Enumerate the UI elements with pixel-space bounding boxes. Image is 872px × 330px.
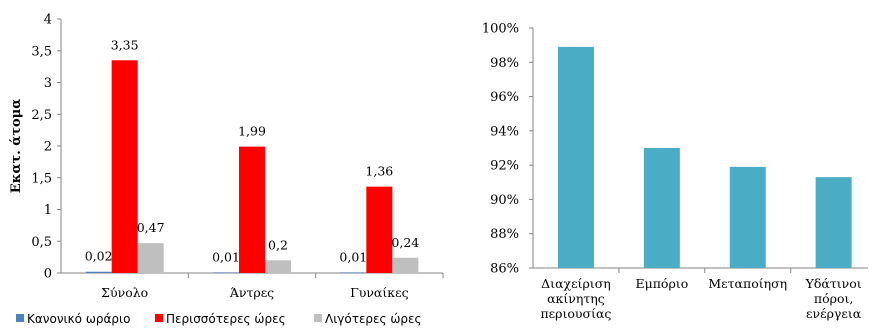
- x-category-label: περιουσίας: [540, 306, 611, 321]
- x-category-label: πόροι,: [814, 291, 854, 306]
- y-tick-label: 4: [44, 13, 52, 28]
- data-label: 0,2: [268, 237, 288, 252]
- bar: [265, 260, 291, 273]
- x-category-label: ακίνητης: [547, 291, 605, 306]
- y-tick-label: 96%: [490, 90, 519, 105]
- bar: [729, 166, 766, 268]
- bar: [239, 146, 265, 273]
- x-category-label: Μεταποίηση: [708, 276, 787, 291]
- y-tick-label: 2: [44, 140, 52, 155]
- legend-swatch: [155, 314, 163, 322]
- x-category-label: Διαχείριση: [541, 276, 611, 291]
- bar: [137, 243, 164, 273]
- y-tick-label: 94%: [490, 124, 519, 139]
- bar: [111, 60, 138, 274]
- y-tick-label: 92%: [490, 159, 519, 174]
- y-tick-label: 88%: [490, 227, 519, 242]
- legend-label: Περισσότερες ώρες: [166, 312, 286, 326]
- x-category-label: ενέργεια: [806, 306, 862, 321]
- x-category-label: Γυναίκες: [350, 285, 409, 300]
- y-tick-label: 3: [44, 76, 52, 91]
- data-label: 0,47: [137, 220, 165, 235]
- y-tick-label: 0: [44, 267, 52, 282]
- y-tick-label: 0,5: [31, 235, 52, 250]
- bar: [643, 148, 680, 268]
- x-category-label: Εμπόριο: [635, 276, 688, 291]
- x-category-label: Σύνολο: [101, 285, 148, 300]
- y-axis-title: Εκατ. άτομα: [9, 99, 24, 193]
- bar: [366, 186, 393, 273]
- bar: [340, 272, 367, 273]
- y-tick-label: 1,5: [31, 171, 52, 186]
- data-label: 1,36: [365, 164, 393, 179]
- data-label: 3,35: [111, 37, 139, 52]
- x-category-label: Υδάτινοι: [805, 276, 862, 291]
- y-tick-label: 1: [44, 203, 52, 218]
- data-label: 1,99: [238, 124, 266, 139]
- y-tick-label: 90%: [490, 193, 519, 208]
- data-label: 0,02: [85, 249, 113, 264]
- bar: [815, 177, 852, 268]
- legend-swatch: [314, 314, 322, 322]
- bar: [392, 257, 419, 273]
- y-tick-label: 100%: [482, 22, 519, 37]
- bar: [85, 271, 112, 273]
- bar: [213, 272, 239, 273]
- y-tick-label: 3,5: [31, 44, 52, 59]
- legend-label: Κανονικό ωράριο: [27, 312, 130, 326]
- data-label: 0,24: [391, 235, 419, 250]
- y-tick-label: 86%: [490, 262, 519, 277]
- bar: [557, 46, 594, 268]
- legend-swatch: [16, 314, 24, 322]
- y-tick-label: 2,5: [31, 108, 52, 123]
- legend-label: Λιγότερες ώρες: [325, 312, 422, 326]
- data-label: 0,01: [339, 249, 367, 264]
- y-tick-label: 98%: [490, 56, 519, 71]
- x-category-label: Άντρες: [229, 285, 274, 300]
- data-label: 0,01: [212, 249, 240, 264]
